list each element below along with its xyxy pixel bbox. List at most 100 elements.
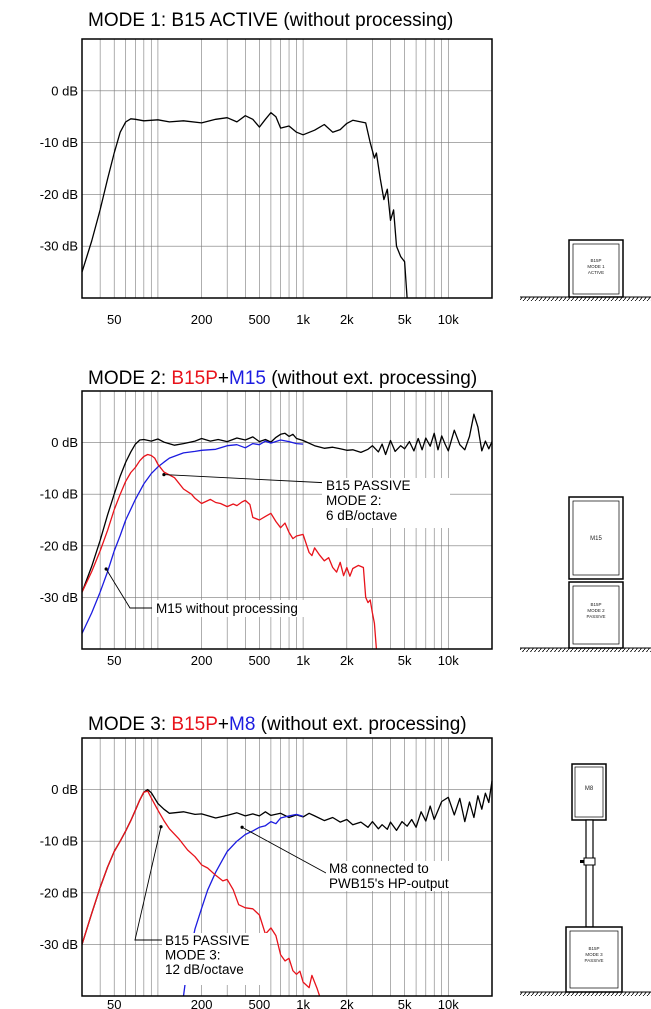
- series-line-2: [81, 453, 378, 650]
- plot-frame-mode-1: [81, 38, 493, 299]
- x-tick-label: 10k: [438, 997, 459, 1009]
- annotation-text: PWB15's HP-output: [329, 876, 449, 891]
- series-line-0: [81, 780, 493, 945]
- title-part-3: M15: [229, 368, 266, 389]
- m15-grille: [572, 500, 620, 576]
- y-tick-label: -10 dB: [40, 135, 78, 150]
- chart-title-mode-2: MODE 2: B15P+M15 (without ext. processin…: [88, 368, 477, 389]
- x-tick-label: 2k: [340, 997, 354, 1009]
- title-part-1: B15P: [171, 714, 217, 735]
- m15-label: M15: [590, 536, 602, 542]
- series-line-2: [81, 790, 321, 997]
- annotation-box: [326, 861, 476, 891]
- y-tick-label: 0 dB: [51, 782, 78, 797]
- b15p-cabinet-mode-3: [565, 926, 623, 993]
- x-tick-label: 1k: [296, 653, 310, 668]
- x-tick-label: 2k: [340, 653, 354, 668]
- annotation-dot: [104, 567, 108, 571]
- annotation-box: [152, 600, 322, 617]
- annotation-text: B15 PASSIVE: [165, 933, 250, 948]
- y-tick-label: -20 dB: [40, 187, 78, 202]
- x-tick-label: 500: [249, 312, 271, 327]
- annotation-box: [162, 933, 270, 985]
- annotation-dot: [162, 472, 166, 477]
- floor-mode-1: [520, 297, 651, 301]
- annotation-text: M8 connected to: [329, 861, 429, 876]
- annotation-text: M15 without processing: [156, 601, 298, 616]
- x-tick-label: 500: [249, 653, 271, 668]
- x-tick-label: 200: [191, 312, 213, 327]
- speaker-pole: [585, 819, 594, 928]
- title-part-4: (without ext. processing): [266, 368, 477, 389]
- speaker-illustration-mode-2: M15 B15P MODE 2 PASSIVE: [520, 496, 651, 652]
- title-part-1: B15P: [171, 368, 217, 389]
- panel-mode-3: MODE 3: B15P+M8 (without ext. processing…: [40, 714, 493, 1009]
- b15p-label-mode-1: B15P MODE 1 ACTIVE: [587, 258, 605, 275]
- x-axis-mode-2: 50 200 500 1k 2k 5k 10k: [107, 653, 459, 668]
- series-line-0: [81, 111, 408, 299]
- grid-mode-1: [82, 39, 492, 298]
- title-part-0: MODE 1: B15 ACTIVE (without processing): [88, 10, 453, 31]
- annotation-dot: [159, 825, 163, 829]
- x-tick-label: 1k: [296, 312, 310, 327]
- title-part-3: M8: [229, 714, 255, 735]
- series-line-1: [182, 813, 304, 997]
- panel-mode-1: MODE 1: B15 ACTIVE (without processing) …: [40, 10, 493, 327]
- series-line-1: [81, 439, 304, 634]
- y-tick-label: -30 dB: [40, 239, 78, 254]
- floor-mode-3: [520, 992, 651, 996]
- speaker-illustration-mode-3: M8 B15P MODE 3 PASSIVE: [520, 763, 651, 996]
- panel-mode-2: MODE 2: B15P+M15 (without ext. processin…: [40, 368, 493, 668]
- annotation-leader: [163, 474, 331, 484]
- annotation-leader: [105, 568, 152, 609]
- annotation-leader: [134, 826, 162, 941]
- x-tick-label: 10k: [438, 653, 459, 668]
- annotation-text: MODE 3:: [165, 948, 221, 963]
- title-part-0: MODE 2:: [88, 368, 171, 389]
- m8-cabinet: [571, 763, 607, 821]
- annotation-dot: [240, 825, 244, 829]
- y-tick-label: 0 dB: [51, 435, 78, 450]
- chart-title-mode-1: MODE 1: B15 ACTIVE (without processing): [88, 10, 453, 31]
- y-tick-label: -30 dB: [40, 937, 78, 952]
- x-tick-label: 50: [107, 653, 121, 668]
- title-part-4: (without ext. processing): [255, 714, 466, 735]
- x-tick-label: 50: [107, 997, 121, 1009]
- m8-label: M8: [585, 786, 594, 792]
- x-tick-label: 10k: [438, 312, 459, 327]
- annotation-text: MODE 2:: [326, 493, 382, 508]
- b15p-cabinet-mode-2: [568, 581, 624, 649]
- annotation-text: 6 dB/octave: [326, 508, 397, 523]
- b15p-grille-mode-1: [572, 243, 620, 295]
- b15p-grille-mode-2: [572, 585, 620, 645]
- series-mode-1: [81, 111, 408, 299]
- pole-knob: [580, 860, 584, 863]
- y-axis-mode-3: 0 dB -10 dB -20 dB -30 dB: [40, 782, 78, 952]
- y-tick-label: 0 dB: [51, 83, 78, 98]
- m15-cabinet: [568, 496, 624, 580]
- x-tick-label: 5k: [398, 997, 412, 1009]
- x-tick-label: 5k: [398, 312, 412, 327]
- y-tick-label: -10 dB: [40, 834, 78, 849]
- b15p-cabinet-mode-1: [568, 239, 624, 298]
- y-tick-label: -10 dB: [40, 487, 78, 502]
- m8-grille: [574, 766, 604, 818]
- b15p-label-mode-3: B15P MODE 3 PASSIVE: [585, 946, 604, 963]
- series-mode-3: [81, 780, 493, 997]
- x-tick-label: 200: [191, 997, 213, 1009]
- y-tick-label: -30 dB: [40, 590, 78, 605]
- title-part-2: +: [218, 368, 229, 389]
- y-tick-label: -20 dB: [40, 885, 78, 900]
- chart-title-mode-3: MODE 3: B15P+M8 (without ext. processing…: [88, 714, 467, 735]
- series-mode-2: [81, 413, 493, 650]
- y-axis-mode-1: 0 dB -10 dB -20 dB -30 dB: [40, 83, 78, 253]
- x-tick-label: 200: [191, 653, 213, 668]
- y-axis-mode-2: 0 dB -10 dB -20 dB -30 dB: [40, 435, 78, 605]
- b15p-label-mode-2: B15P MODE 2 PASSIVE: [587, 602, 606, 619]
- annotation-box: [322, 478, 450, 528]
- pole-clamp: [583, 857, 596, 866]
- x-tick-label: 5k: [398, 653, 412, 668]
